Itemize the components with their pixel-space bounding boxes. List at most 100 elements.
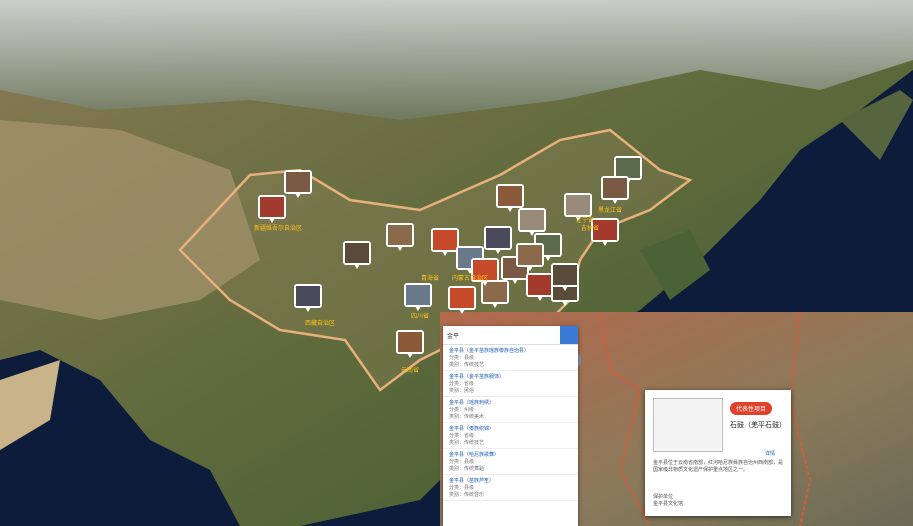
marker-photo — [486, 228, 510, 248]
result-detail: 分类：县级 — [449, 485, 475, 491]
photo-marker[interactable] — [601, 176, 629, 204]
result-detail: 类别：传统舞蹈 — [449, 466, 485, 472]
popup-link[interactable]: 详情 — [765, 451, 776, 457]
photo-marker[interactable] — [518, 208, 546, 236]
marker-photo — [528, 275, 552, 295]
result-detail: 分类：省级 — [449, 433, 475, 439]
popup-footer-line: 保护单位 — [653, 494, 674, 500]
photo-marker[interactable] — [343, 241, 371, 269]
result-item[interactable]: 金平县（瑶族刺绣） 分类：州级 类别：传统美术 — [443, 397, 578, 423]
result-detail: 类别：传统技艺 — [449, 362, 485, 368]
marker-pin — [442, 251, 448, 256]
region-label: 吉林省 — [581, 224, 599, 232]
photo-marker[interactable] — [516, 243, 544, 271]
result-title[interactable]: 金平县（傣族织锦） — [449, 426, 495, 432]
china-border — [178, 128, 693, 392]
photo-marker[interactable] — [484, 226, 512, 254]
marker-pin — [492, 303, 498, 308]
result-item[interactable]: 金平县（傣族织锦） 分类：省级 类别：传统技艺 — [443, 423, 578, 449]
arabia — [0, 360, 60, 450]
marker-photo — [616, 158, 640, 178]
result-title[interactable]: 金平县（金平苗族瑶族傣族自治县） — [449, 348, 530, 354]
search-panel: 金平 金平县（金平苗族瑶族傣族自治县） 分类：县级 类别：传统技艺 金平县（金平苗族服… — [443, 326, 578, 526]
search-results: 金平县（金平苗族瑶族傣族自治县） 分类：县级 类别：传统技艺 金平县（金平苗族服饰）分… — [443, 345, 578, 501]
photo-marker[interactable] — [294, 284, 322, 312]
photo-marker[interactable] — [564, 193, 592, 221]
region-label: 辽宁省 — [576, 216, 594, 224]
result-detail: 类别：传统技艺 — [449, 440, 485, 446]
popup-badge: 代表性项目 — [730, 402, 773, 415]
photo-marker[interactable] — [396, 330, 424, 358]
marker-photo — [296, 286, 320, 306]
marker-pin — [407, 353, 413, 358]
marker-photo — [398, 332, 422, 352]
marker-pin — [415, 306, 421, 311]
result-item[interactable]: 金平县（哈尼族歌舞） 分类：县级 类别：传统舞蹈 — [443, 449, 578, 475]
result-title[interactable]: 金平县（苗族芦笙） — [449, 478, 495, 484]
photo-marker[interactable] — [471, 258, 499, 286]
snow-cover — [0, 0, 913, 120]
province-border — [788, 311, 812, 526]
marker-pin — [545, 256, 551, 261]
result-item[interactable]: 金平县（金平苗族瑶族傣族自治县） 分类：县级 类别：传统技艺 — [443, 345, 578, 371]
desert — [0, 120, 260, 320]
result-title[interactable]: 金平县（瑶族刺绣） — [449, 400, 495, 406]
region-label: 黑龙江省 — [598, 206, 622, 214]
result-detail: 分类：县级 — [449, 459, 475, 465]
japan — [640, 230, 710, 300]
marker-photo — [483, 282, 507, 302]
region-label: 内蒙古自治区 — [452, 274, 488, 282]
marker-pin — [459, 309, 465, 314]
marker-photo — [566, 195, 590, 215]
region-label: 云南省 — [401, 366, 419, 374]
result-title[interactable]: 金平县（哈尼族歌舞） — [449, 452, 500, 458]
result-item[interactable]: 金平县（苗族芦笙） 分类：县级 类别：传统音乐 — [443, 475, 578, 501]
result-detail: 分类：县级 — [449, 355, 475, 361]
region-label: 四川省 — [411, 312, 429, 320]
marker-pin — [537, 296, 543, 301]
marker-photo — [260, 197, 284, 217]
photo-marker[interactable] — [481, 280, 509, 308]
marker-pin — [495, 249, 501, 254]
photo-marker[interactable] — [448, 286, 476, 314]
popup-footer: 保护单位 金平县文化馆 — [653, 494, 683, 508]
photo-marker[interactable] — [404, 283, 432, 311]
marker-pin — [354, 264, 360, 269]
photo-marker[interactable] — [614, 156, 642, 184]
marker-pin — [305, 307, 311, 312]
marker-pin — [295, 193, 301, 198]
search-button[interactable] — [560, 326, 578, 344]
region-label: 新疆维吾尔自治区 — [254, 224, 302, 232]
search-query[interactable]: 金平 — [447, 332, 460, 340]
marker-pin — [575, 216, 581, 221]
photo-marker[interactable] — [526, 273, 554, 301]
marker-pin — [482, 281, 488, 286]
photo-marker[interactable] — [431, 228, 459, 256]
marker-photo — [520, 210, 544, 230]
popup-image — [653, 398, 723, 452]
marker-pin — [602, 241, 608, 246]
photo-marker[interactable] — [284, 170, 312, 198]
marker-photo — [498, 186, 522, 206]
marker-pin — [512, 279, 518, 284]
result-detail: 类别：传统音乐 — [449, 492, 485, 498]
result-detail: 分类：省级 — [449, 381, 475, 387]
result-detail: 类别：传统美术 — [449, 414, 485, 420]
marker-photo — [593, 220, 617, 240]
marker-photo — [388, 225, 412, 245]
photo-marker[interactable] — [386, 223, 414, 251]
popup-title: 石鼓（羌平石鼓） — [730, 421, 786, 429]
result-title[interactable]: 金平县（金平苗族服饰） — [449, 374, 505, 380]
photo-marker[interactable] — [496, 184, 524, 212]
marker-pin — [269, 218, 275, 223]
marker-photo — [433, 230, 457, 250]
photo-marker[interactable] — [591, 218, 619, 246]
marker-photo — [603, 178, 627, 198]
photo-marker[interactable] — [551, 263, 579, 291]
result-item[interactable]: 金平县（金平苗族服饰） 分类：省级 类别：民俗 — [443, 371, 578, 397]
search-box[interactable]: 金平 — [443, 326, 578, 345]
region-label: 青海省 — [421, 274, 439, 282]
marker-pin — [527, 266, 533, 271]
photo-marker[interactable] — [258, 195, 286, 223]
